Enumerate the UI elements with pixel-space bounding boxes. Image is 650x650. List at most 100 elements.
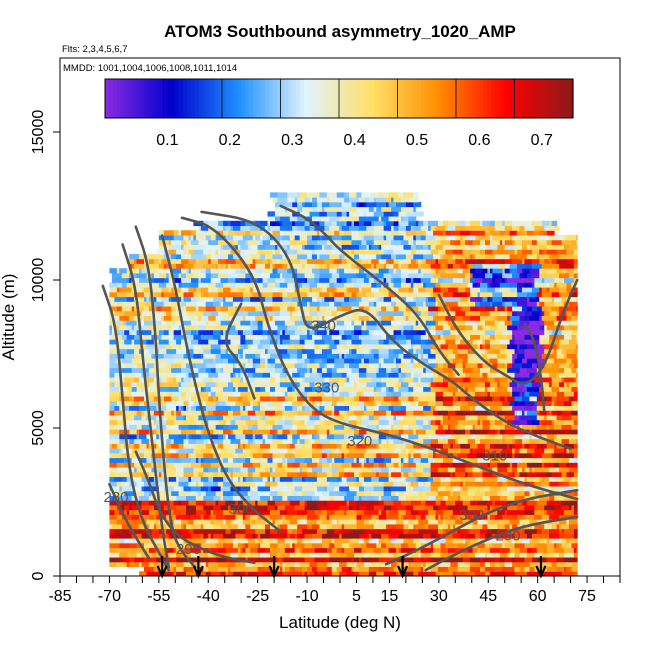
heatmap-cell: [373, 353, 380, 359]
heatmap-cell: [349, 542, 353, 549]
heatmap-cell: [573, 547, 577, 553]
heatmap-cell: [109, 353, 120, 359]
heatmap-cell: [381, 343, 392, 350]
heatmap-cell: [200, 400, 204, 407]
heatmap-cell: [502, 566, 506, 572]
heatmap-cell: [529, 414, 538, 421]
heatmap-cell: [531, 467, 535, 473]
heatmap-cell: [447, 414, 451, 421]
heatmap-cell: [410, 467, 417, 473]
heatmap-cell: [408, 542, 417, 549]
heatmap-cell: [198, 324, 207, 331]
heatmap-cell: [178, 476, 189, 482]
heatmap-cell: [282, 476, 293, 482]
heatmap-cell: [536, 424, 548, 430]
heatmap-cell: [289, 339, 301, 345]
heatmap-cell: [158, 291, 162, 298]
heatmap-cell: [433, 476, 441, 482]
heatmap-cell: [312, 268, 320, 274]
heatmap-cell: [430, 533, 437, 539]
heatmap-cell: [208, 372, 219, 378]
heatmap-cell: [356, 419, 362, 425]
heatmap-cell: [514, 495, 525, 501]
heatmap-cell: [470, 291, 479, 298]
heatmap-cell: [514, 528, 525, 534]
heatmap-cell: [418, 306, 429, 312]
heatmap-cell: [504, 476, 508, 482]
heatmap-cell: [215, 362, 224, 369]
heatmap-cell: [334, 457, 345, 463]
heatmap-cell: [240, 377, 244, 383]
heatmap-cell: [576, 339, 578, 345]
heatmap-cell: [134, 414, 143, 421]
heatmap-cell: [326, 263, 330, 269]
heatmap-cell: [109, 282, 118, 288]
heatmap-cell: [282, 533, 288, 539]
heatmap-cell: [512, 471, 516, 478]
heatmap-cell: [156, 557, 160, 563]
heatmap-cell: [131, 324, 135, 331]
heatmap-cell: [336, 410, 340, 416]
heatmap-cell: [218, 448, 222, 454]
heatmap-cell: [297, 410, 306, 416]
heatmap-cell: [413, 457, 422, 463]
heatmap-cell: [284, 287, 291, 293]
heatmap-cell: [176, 495, 187, 501]
heatmap-cell: [536, 301, 540, 307]
heatmap-cell: [193, 287, 197, 293]
heatmap-cell: [232, 372, 236, 378]
heatmap-cell: [573, 391, 578, 397]
heatmap-cell: [334, 391, 340, 397]
heatmap-cell: [363, 452, 375, 459]
heatmap-cell: [477, 519, 488, 525]
heatmap-cell: [561, 424, 572, 430]
heatmap-cell: [235, 324, 246, 331]
heatmap-cell: [559, 462, 567, 468]
heatmap-cell: [250, 552, 254, 558]
heatmap-cell: [329, 557, 340, 563]
heatmap-cell: [386, 263, 392, 269]
heatmap-cell: [408, 272, 419, 279]
heatmap-cell: [442, 396, 454, 402]
heatmap-cell: [267, 457, 273, 463]
heatmap-cell: [186, 495, 197, 501]
heatmap-cell: [435, 282, 441, 288]
heatmap-cell: [438, 362, 444, 369]
heatmap-cell: [509, 315, 521, 321]
heatmap-cell: [255, 263, 266, 269]
heatmap-cell: [502, 438, 506, 444]
heatmap-cell: [126, 438, 130, 444]
heatmap-cell: [561, 504, 567, 511]
heatmap-cell: [499, 343, 508, 350]
heatmap-cell: [539, 419, 543, 425]
heatmap-cell: [447, 386, 459, 392]
heatmap-cell: [378, 414, 387, 421]
heatmap-cell: [398, 509, 407, 515]
heatmap-cell: [524, 263, 533, 269]
heatmap-cell: [240, 343, 249, 350]
heatmap-cell: [225, 400, 229, 407]
heatmap-cell: [440, 552, 451, 558]
heatmap-cell: [190, 358, 202, 364]
heatmap-cell: [171, 533, 182, 539]
heatmap-cell: [265, 362, 269, 369]
heatmap-cell: [405, 547, 417, 553]
heatmap-cell: [158, 268, 165, 274]
heatmap-cell: [445, 358, 454, 364]
heatmap-cell: [484, 386, 488, 392]
heatmap-cell: [566, 310, 572, 317]
heatmap-cell: [450, 306, 461, 312]
heatmap-cell: [376, 448, 387, 454]
heatmap-cell: [504, 414, 516, 421]
heatmap-cell: [465, 538, 471, 544]
heatmap-cell: [126, 282, 135, 288]
heatmap-cell: [507, 396, 516, 402]
heatmap-cell: [410, 372, 414, 378]
heatmap-cell: [190, 561, 202, 568]
heatmap-cell: [250, 547, 259, 553]
heatmap-cell: [307, 348, 315, 354]
heatmap-cell: [368, 348, 372, 354]
heatmap-cell: [349, 362, 360, 369]
heatmap-cell: [393, 424, 404, 430]
heatmap-cell: [507, 367, 518, 373]
